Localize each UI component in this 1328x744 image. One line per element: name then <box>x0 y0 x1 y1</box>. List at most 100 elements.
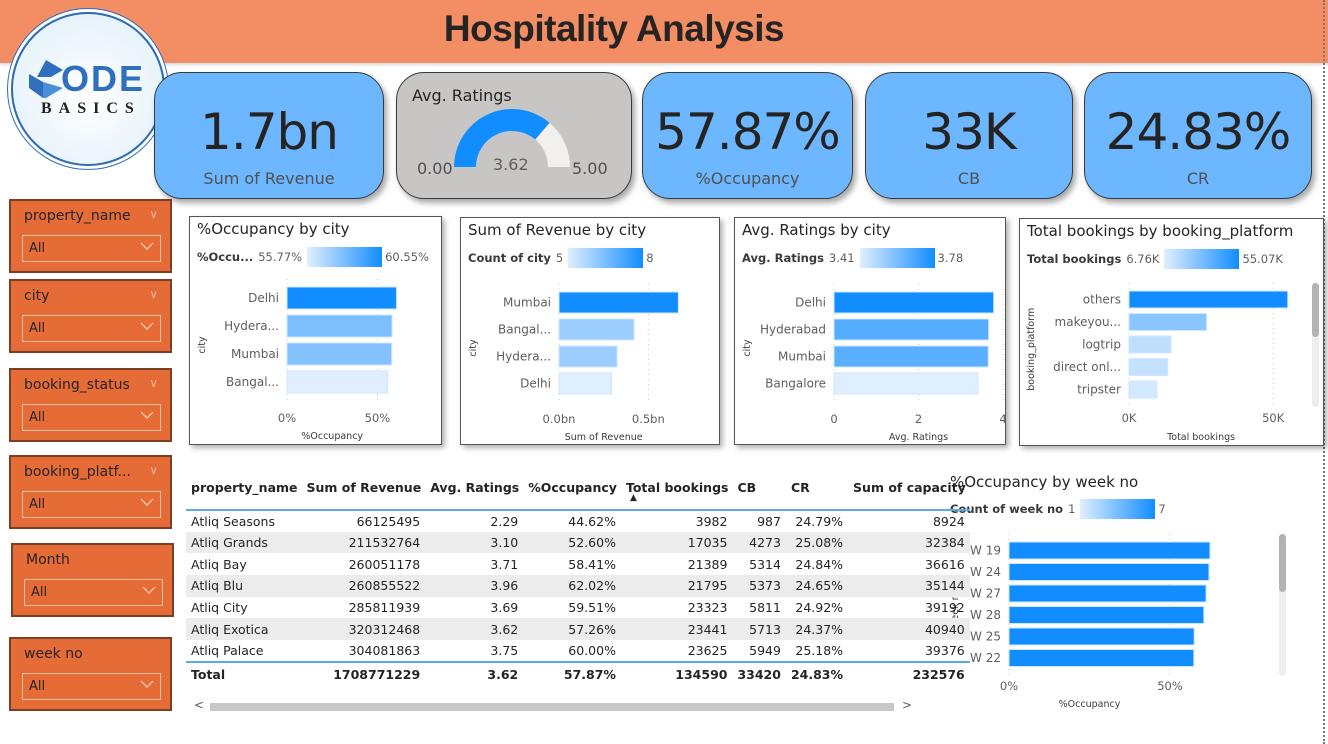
slicer-week-no[interactable]: week no All <box>9 637 172 711</box>
x-axis-title: Sum of Revenue <box>565 432 643 443</box>
slicer-city[interactable]: city ∨ All <box>9 279 172 353</box>
column-header[interactable]: CB <box>732 472 786 511</box>
bar[interactable] <box>833 318 990 341</box>
y-tick-label: Hyderabad <box>760 323 826 337</box>
bar[interactable] <box>1008 563 1210 581</box>
slicer-dropdown[interactable]: All <box>24 579 163 606</box>
bar[interactable] <box>1128 380 1158 399</box>
column-header[interactable]: Avg. Ratings <box>425 472 524 511</box>
chevron-down-icon <box>140 411 154 419</box>
chevron-down-icon[interactable]: ∨ <box>149 207 158 221</box>
table-cell: 320312468 <box>301 618 426 641</box>
table-row[interactable]: Atliq Bay 260051178 3.71 58.41% 21389 5314 24.… <box>186 553 970 575</box>
bar[interactable] <box>558 318 635 341</box>
x-tick-label: 0.0bn <box>543 412 576 426</box>
bar[interactable] <box>1008 541 1211 560</box>
chart-vertical-scrollbar[interactable] <box>1279 534 1286 676</box>
slicer-dropdown[interactable]: All <box>22 491 161 518</box>
chart-legend: Count of city 5 8 <box>468 248 654 268</box>
bar[interactable] <box>1008 584 1207 603</box>
scrollbar-thumb[interactable] <box>1279 534 1286 592</box>
bar[interactable] <box>558 291 679 314</box>
scroll-left-icon[interactable]: < <box>194 698 205 712</box>
x-tick-label: 0% <box>1000 679 1018 693</box>
bar[interactable] <box>1008 649 1195 667</box>
column-header[interactable]: Sum of capacity <box>848 472 970 511</box>
bar[interactable] <box>286 286 398 310</box>
chevron-down-icon[interactable]: ∨ <box>149 287 158 301</box>
chart-occupancy-by-city[interactable]: %Occupancy by city %Occu... 55.77% 60.55% 0%… <box>189 216 442 445</box>
bar[interactable] <box>286 314 393 338</box>
bar[interactable] <box>1128 313 1208 331</box>
table-cell: 5314 <box>749 556 781 572</box>
slicer-booking-status[interactable]: booking_status ∨ All <box>9 368 172 442</box>
chevron-down-icon[interactable]: ∨ <box>149 376 158 390</box>
chevron-down-icon[interactable]: ∨ <box>149 463 158 477</box>
table-cell: 23625 <box>687 642 728 658</box>
bar[interactable] <box>833 372 979 395</box>
column-header[interactable]: property_name <box>186 472 302 511</box>
table-cell: 17035 <box>620 531 733 554</box>
column-header[interactable]: CR <box>785 472 849 511</box>
legend-gradient <box>1080 499 1156 519</box>
legend-max: 8 <box>646 251 654 265</box>
chart-revenue-by-city[interactable]: Sum of Revenue by city Count of city 5 8 0.0… <box>460 217 720 445</box>
bar[interactable] <box>1128 290 1289 309</box>
table-total-cell: 24.83% <box>785 660 849 686</box>
table-row[interactable]: Atliq City 285811939 3.69 59.51% 23323 5811 24… <box>186 597 970 619</box>
chart-ratings-by-city[interactable]: Avg. Ratings by city Avg. Ratings 3.41 3.78… <box>734 217 1007 445</box>
x-tick-label: 50K <box>1262 411 1285 425</box>
scroll-right-icon[interactable]: > <box>902 698 913 712</box>
legend-max: 60.55% <box>385 250 429 264</box>
slicer-property-name[interactable]: property_name ∨ All <box>9 199 172 273</box>
bar[interactable] <box>1008 606 1205 624</box>
table-total-cell: 3.62 <box>425 660 524 686</box>
table-header-row: property_name Sum of Revenue Avg. Ratings%… <box>186 472 970 511</box>
table-row[interactable]: Atliq Palace 304081863 3.75 60.00% 23625 5949… <box>186 640 970 662</box>
chart-legend: Count of week no 1 7 <box>950 499 1166 519</box>
table-row[interactable]: Atliq Seasons 66125495 2.29 44.62% 3982 987 24… <box>186 510 970 532</box>
slicer-dropdown[interactable]: All <box>22 235 161 262</box>
bar[interactable] <box>1128 358 1169 376</box>
bar[interactable] <box>1128 335 1172 354</box>
bar[interactable] <box>558 372 613 395</box>
column-header[interactable]: %Occupancy <box>523 472 621 511</box>
table-row[interactable]: Atliq Grands 211532764 3.10 52.60% 17035 4273… <box>186 531 970 554</box>
property-table[interactable]: property_name Sum of Revenue Avg. Ratings%… <box>186 472 970 718</box>
table-cell: Atliq Exotica <box>186 618 302 641</box>
gauge-max-label: 5.00 <box>572 159 608 178</box>
bar[interactable] <box>833 345 989 368</box>
bar[interactable] <box>286 370 389 394</box>
table-total-cell: Total <box>186 660 302 686</box>
bar[interactable] <box>833 291 995 314</box>
table-row[interactable]: Atliq Blu 260855522 3.96 62.02% 21795 5373 24.… <box>186 575 970 597</box>
kpi-label: Sum of Revenue <box>203 169 335 188</box>
slicer-booking-platform[interactable]: booking_platf... ∨ All <box>9 455 172 529</box>
scrollbar-thumb[interactable] <box>1312 283 1319 337</box>
chart-occupancy-by-week[interactable]: %Occupancy by week no Count of week no 1 7 0… <box>944 466 1304 718</box>
table-row[interactable]: Atliq Exotica 320312468 3.62 57.26% 23441 571… <box>186 618 970 641</box>
legend-label: Avg. Ratings <box>742 251 824 265</box>
slicer-dropdown[interactable]: All <box>22 315 161 342</box>
logo-text-basics: BASICS <box>41 100 141 117</box>
table-cell: 5373 <box>732 575 786 597</box>
chart-vertical-scrollbar[interactable] <box>1312 283 1319 407</box>
chart-bookings-by-platform[interactable]: Total bookings by booking_platform Total … <box>1019 218 1324 446</box>
slicer-month[interactable]: Month All <box>11 543 174 617</box>
scrollbar-thumb[interactable] <box>210 703 894 711</box>
legend-max: 3.78 <box>937 251 964 265</box>
bar[interactable] <box>286 342 393 366</box>
sort-ascending-icon[interactable]: ▲ <box>629 493 637 503</box>
legend-label: Count of week no <box>950 502 1064 516</box>
ratings-gauge <box>454 109 570 167</box>
bar[interactable] <box>1008 627 1195 646</box>
slicer-dropdown[interactable]: All <box>22 673 161 700</box>
slicer-dropdown[interactable]: All <box>22 404 161 431</box>
column-header[interactable]: Sum of Revenue <box>301 472 426 511</box>
bar[interactable] <box>558 345 618 368</box>
table-cell: 3.71 <box>490 556 519 572</box>
table-horizontal-scrollbar[interactable]: < > <box>186 698 921 712</box>
chart-plot: 0.0bn 0.5bn Sum of Revenue city Mumbai Bangal… <box>468 284 679 443</box>
x-tick-label: 0.5bn <box>632 412 665 426</box>
column-header[interactable]: Total bookings ▲ <box>620 472 733 511</box>
